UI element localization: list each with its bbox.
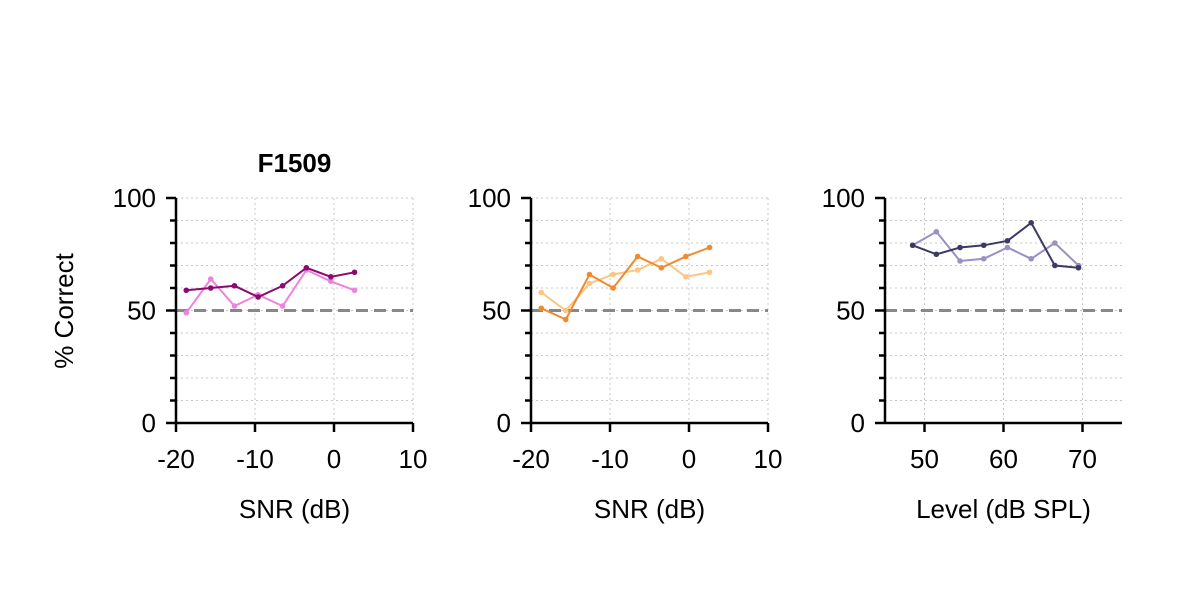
data-point: [957, 244, 963, 251]
data-point: [706, 269, 713, 276]
data-point: [351, 287, 358, 294]
y-tick-label: 50: [482, 296, 511, 326]
data-point: [658, 255, 665, 262]
data-point: [586, 271, 593, 278]
data-point: [231, 303, 238, 309]
data-point: [351, 269, 358, 276]
data-point: [562, 316, 569, 323]
data-point: [1004, 244, 1011, 251]
series-line: [912, 230, 1080, 267]
x-axis-label: SNR (dB): [594, 494, 705, 524]
data-point: [909, 242, 916, 249]
data-point: [683, 273, 689, 280]
data-point: [328, 278, 334, 285]
data-point: [183, 309, 190, 316]
panel-1: 0 50 100 -20 -10 0 10 SNR (dB) F1509: [113, 148, 428, 524]
x-axis-label: Level (dB SPL): [916, 494, 1091, 524]
x-tick-label: 70: [1068, 444, 1097, 474]
data-point: [980, 255, 987, 262]
y-tick-label: 0: [851, 408, 865, 438]
x-tick-label: -20: [512, 444, 550, 474]
data-point: [279, 303, 286, 309]
x-tick-label: 10: [754, 444, 783, 474]
y-tick-label: 0: [142, 408, 156, 438]
data-point: [1004, 237, 1011, 244]
x-tick-label: 0: [327, 444, 341, 474]
data-point: [610, 285, 616, 291]
data-point: [658, 264, 665, 271]
y-tick-label: 100: [113, 183, 156, 213]
data-point: [207, 285, 214, 291]
series-line: [540, 246, 710, 321]
data-point: [1028, 255, 1034, 262]
y-tick-label: 50: [836, 296, 865, 326]
data-point: [706, 244, 713, 251]
data-point: [586, 280, 593, 287]
panel-2: 0 50 100 -20 -10 0 10 SNR (dB): [468, 183, 783, 524]
x-tick-label: 50: [910, 444, 939, 474]
x-axis-label: SNR (dB): [239, 494, 350, 524]
series-line: [540, 257, 710, 312]
panel-title: F1509: [258, 148, 332, 178]
data-point: [933, 251, 940, 258]
x-tick-label: -10: [236, 444, 274, 474]
x-tick-label: 0: [682, 444, 696, 474]
y-tick-label: 100: [822, 183, 865, 213]
x-tick-label: -20: [157, 444, 195, 474]
data-point: [610, 271, 616, 278]
data-point: [279, 282, 286, 289]
data-point: [980, 242, 987, 249]
data-point: [1052, 262, 1058, 269]
data-point: [957, 258, 963, 264]
data-point: [183, 287, 190, 294]
data-point: [1052, 240, 1058, 246]
data-point: [255, 294, 261, 300]
panel-3: 0 50 100 50 60 70 Level (dB SPL): [822, 183, 1122, 524]
series-line: [185, 268, 355, 314]
y-axis-label: % Correct: [49, 252, 79, 368]
data-point: [207, 276, 214, 282]
data-point: [231, 282, 238, 289]
data-point: [303, 264, 310, 271]
y-tick-label: 100: [468, 183, 511, 213]
data-point: [328, 273, 334, 280]
data-point: [1075, 264, 1082, 271]
data-point: [683, 253, 689, 260]
y-tick-label: 50: [127, 296, 156, 326]
data-point: [634, 253, 641, 260]
data-point: [1028, 219, 1034, 226]
data-point: [634, 267, 641, 273]
data-point: [538, 305, 545, 312]
series-line: [186, 266, 355, 299]
x-tick-label: -10: [591, 444, 629, 474]
data-point: [933, 228, 940, 235]
x-tick-label: 60: [989, 444, 1018, 474]
series-line: [912, 221, 1079, 269]
x-tick-label: 10: [399, 444, 428, 474]
y-tick-label: 0: [497, 408, 511, 438]
data-point: [562, 307, 569, 314]
data-point: [538, 289, 545, 296]
